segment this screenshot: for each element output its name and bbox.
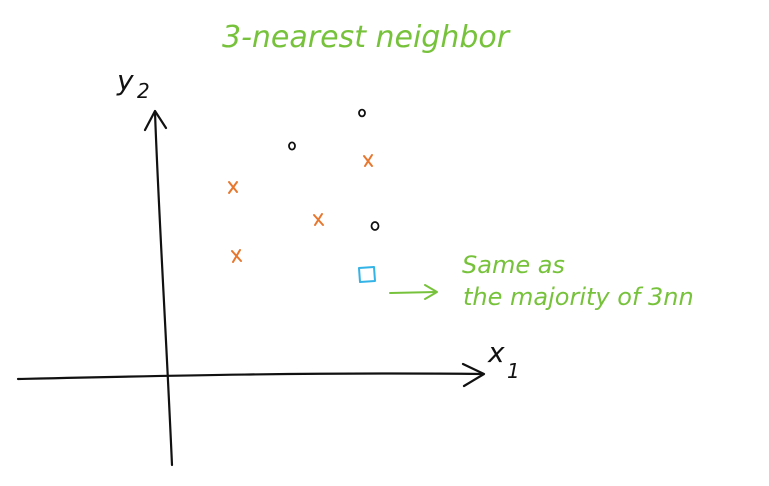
annotation-line-2: the majority of 3nn <box>463 283 694 311</box>
y-axis-arrowhead <box>143 109 168 132</box>
x-axis-label: x 1 <box>487 336 520 383</box>
annotation-arrow <box>389 284 438 300</box>
annotation-line-1: Same as <box>462 251 565 279</box>
point-x-2 <box>228 181 238 194</box>
x-axis-arrowhead <box>461 362 486 388</box>
point-x-1 <box>363 154 373 167</box>
query-point-square <box>358 266 376 283</box>
point-x-3 <box>313 213 324 226</box>
x-axis-label-letter: x <box>487 336 505 369</box>
point-o-2 <box>288 141 296 151</box>
class-o-points <box>288 108 380 231</box>
y-axis-label: y 2 <box>116 64 150 103</box>
class-x-points <box>228 154 373 263</box>
x-axis <box>16 362 486 388</box>
x-axis-label-subscript: 1 <box>507 359 520 383</box>
point-o-3 <box>370 221 380 231</box>
point-x-4 <box>231 249 242 263</box>
diagram-title: 3-nearest neighbor <box>222 20 511 55</box>
y-axis-label-letter: y <box>116 64 134 97</box>
point-o-1 <box>358 108 366 118</box>
y-axis-label-subscript: 2 <box>137 79 150 103</box>
y-axis <box>143 109 174 467</box>
